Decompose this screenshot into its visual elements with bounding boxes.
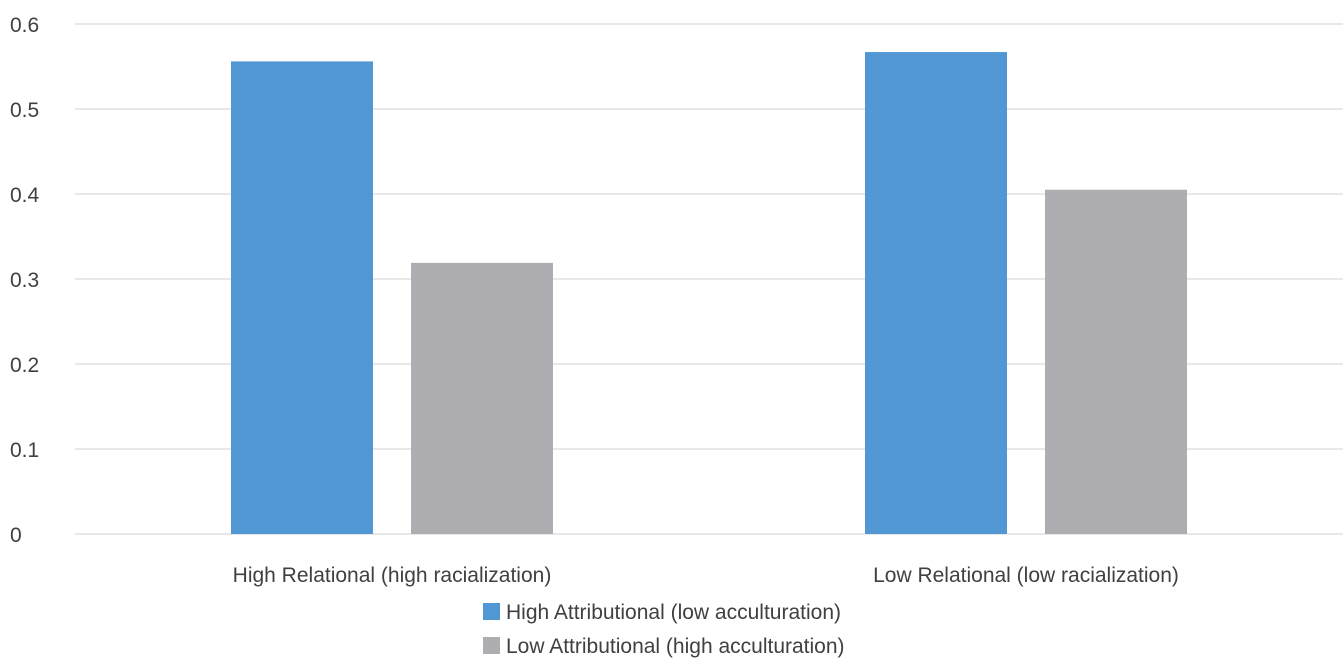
legend-swatch — [483, 637, 500, 654]
bar-high-attributional-high-relational — [231, 61, 373, 535]
bar-high-attributional-low-relational — [865, 52, 1007, 535]
x-category-label: High Relational (high racialization) — [233, 564, 552, 587]
legend: High Attributional (low acculturation) Lo… — [483, 601, 845, 658]
y-tick-label: 0.3 — [10, 269, 39, 292]
legend-label: Low Attributional (high acculturation) — [506, 635, 845, 658]
y-tick-label: 0.5 — [10, 99, 39, 122]
y-tick-label: 0.1 — [10, 439, 39, 462]
y-tick-label: 0 — [10, 524, 22, 547]
y-axis-tick-labels: 0 0.1 0.2 0.3 0.4 0.5 0.6 — [10, 14, 40, 547]
y-tick-label: 0.4 — [10, 184, 40, 207]
bar-low-attributional-low-relational — [1045, 189, 1187, 534]
y-tick-label: 0.6 — [10, 14, 39, 37]
x-axis-category-labels: High Relational (high racialization) Low … — [233, 564, 1179, 587]
y-tick-label: 0.2 — [10, 354, 39, 377]
legend-label: High Attributional (low acculturation) — [506, 601, 841, 624]
legend-swatch — [483, 603, 500, 620]
x-category-label: Low Relational (low racialization) — [873, 564, 1179, 587]
bars — [231, 52, 1187, 535]
bar-low-attributional-high-relational — [411, 262, 553, 534]
